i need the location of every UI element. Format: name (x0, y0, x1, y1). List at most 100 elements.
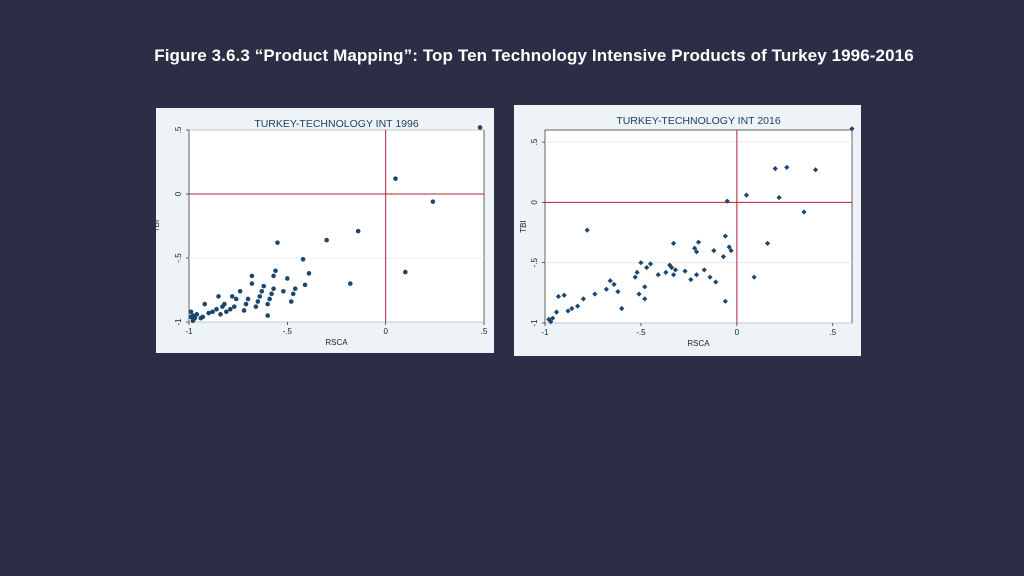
data-point (228, 306, 233, 312)
chart-panel-2016: TURKEY-TECHNOLOGY INT 2016 -1 -.5 0 .5 -1 -.5 0… (514, 105, 861, 356)
data-point (302, 282, 308, 288)
data-point (255, 299, 261, 304)
data-point (269, 291, 274, 297)
data-point (812, 167, 819, 173)
data-point (724, 198, 730, 204)
data-point (776, 194, 782, 201)
data-point (292, 286, 298, 292)
slide-title: Figure 3.6.3 “Product Mapping”: Top Ten … (154, 46, 914, 65)
plot-area (544, 129, 853, 324)
data-point (214, 306, 219, 312)
data-point (772, 166, 778, 172)
data-point (210, 309, 215, 315)
data-point (324, 237, 329, 243)
data-point (261, 283, 267, 289)
data-point (271, 273, 276, 279)
data-point (670, 272, 677, 278)
data-point (275, 240, 280, 245)
data-point (231, 304, 237, 309)
y-axis-label: TBI (156, 220, 161, 232)
y-tick-label: .5 (174, 126, 183, 133)
data-point (237, 288, 243, 294)
y-tick-label: 0 (530, 200, 539, 205)
data-point (253, 304, 259, 309)
scatter-chart-1996: TURKEY-TECHNOLOGY INT 1996 -1 -.5 0 .5 -1 -.5 0… (156, 118, 488, 347)
data-point (726, 244, 732, 250)
y-tick-label: 0 (174, 191, 183, 196)
data-point (249, 273, 255, 279)
data-point (190, 318, 196, 324)
data-point (194, 312, 200, 317)
y-tick-label: .5 (530, 138, 539, 145)
x-tick-label: -1 (541, 328, 549, 337)
data-point (347, 281, 353, 286)
data-point (245, 296, 251, 302)
y-tick-label: -1 (174, 318, 183, 326)
y-tick-label: -1 (530, 319, 539, 327)
data-point (198, 315, 204, 321)
data-point (220, 304, 225, 309)
data-point (202, 301, 208, 307)
x-axis-label: RSCA (325, 338, 348, 347)
y-tick-label: -.5 (174, 253, 183, 263)
data-point (300, 256, 306, 262)
data-point (403, 269, 408, 275)
x-tick-label: 0 (383, 327, 388, 336)
y-axis-label: TBI (519, 220, 528, 232)
scatter-chart-2016: TURKEY-TECHNOLOGY INT 2016 -1 -.5 0 .5 -1 -.5 0… (519, 115, 855, 348)
data-point (642, 296, 648, 302)
chart-panel-1996: TURKEY-TECHNOLOGY INT 1996 -1 -.5 0 .5 -1 -.5 0… (156, 108, 494, 353)
data-point (784, 164, 790, 170)
data-point (241, 308, 247, 313)
data-point (655, 272, 661, 278)
data-point (206, 310, 211, 316)
x-tick-label: .5 (481, 327, 488, 336)
chart-title: TURKEY-TECHNOLOGY INT 1996 (254, 118, 419, 130)
data-point (224, 309, 229, 315)
data-point (281, 288, 286, 294)
data-point (259, 288, 265, 294)
y-tick-label: -.5 (530, 257, 539, 267)
data-point (290, 291, 296, 297)
data-point (188, 309, 194, 315)
data-point (743, 192, 750, 198)
data-point (267, 296, 272, 302)
data-point (638, 260, 644, 266)
data-point (265, 301, 270, 307)
x-axis-label: RSCA (687, 339, 710, 348)
plot-area (188, 129, 485, 323)
chart-title: TURKEY-TECHNOLOGY INT 2016 (616, 115, 781, 127)
data-point (243, 301, 249, 307)
data-point (265, 313, 270, 318)
data-point (642, 284, 648, 290)
data-point (695, 239, 702, 245)
data-point (229, 294, 235, 299)
x-tick-label: -.5 (636, 328, 646, 337)
data-point (271, 286, 276, 292)
data-point (273, 268, 278, 274)
data-point (693, 249, 700, 255)
data-point (257, 294, 263, 299)
data-point (285, 276, 290, 281)
x-tick-label: -.5 (283, 327, 293, 336)
data-point (218, 312, 223, 317)
data-point (233, 296, 239, 302)
data-point (801, 209, 807, 215)
data-point (288, 299, 294, 304)
data-point (722, 233, 728, 239)
data-point (849, 126, 855, 132)
data-point (306, 271, 312, 276)
data-point (188, 314, 194, 320)
x-tick-label: .5 (829, 328, 836, 337)
data-point (216, 294, 221, 299)
x-tick-label: 0 (735, 328, 740, 337)
data-point (607, 278, 613, 284)
data-point (580, 296, 586, 302)
data-point (430, 199, 436, 204)
data-point (693, 272, 700, 278)
data-point (249, 281, 255, 286)
data-point (477, 125, 483, 130)
data-point (355, 228, 361, 234)
data-point (393, 176, 398, 181)
x-tick-label: -1 (185, 327, 193, 336)
